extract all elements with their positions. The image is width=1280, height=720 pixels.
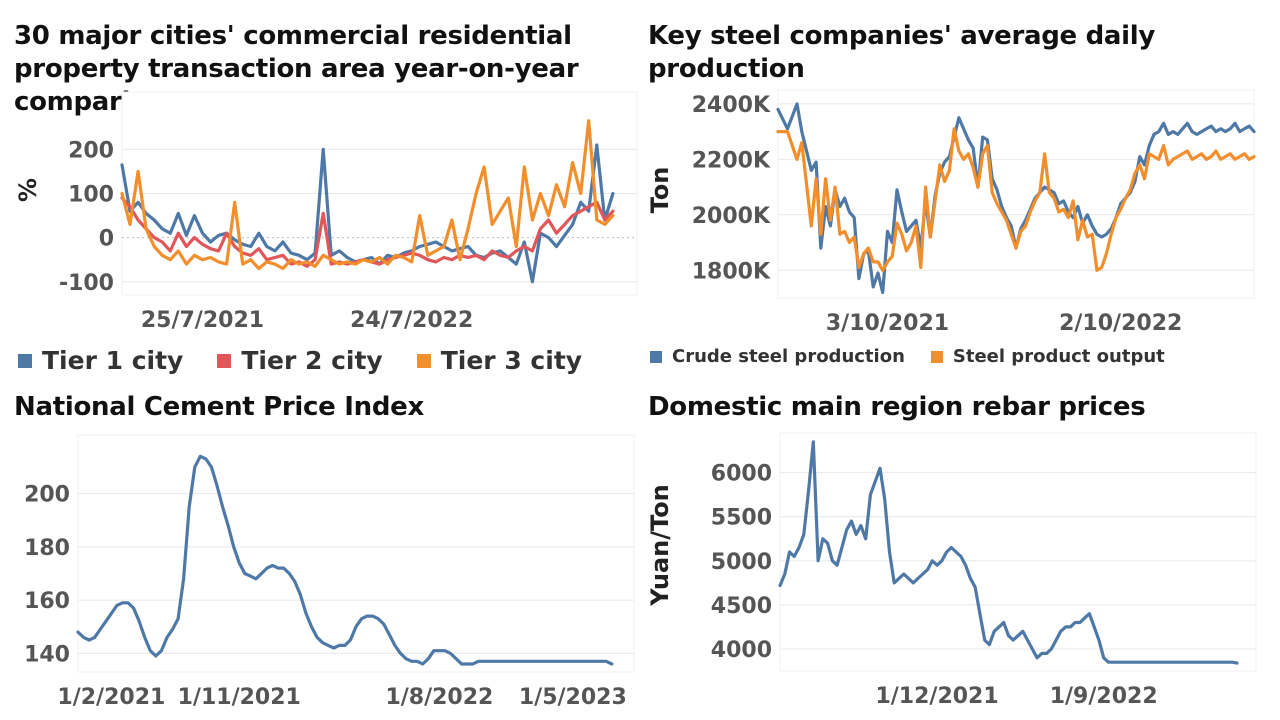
chart-title-steel: Key steel companies' average daily produ… <box>648 21 1156 84</box>
series-line-steel-product-output <box>776 127 1256 272</box>
legend-swatch-crude <box>650 350 662 363</box>
legend-swatch-tier1 <box>18 353 32 368</box>
y-tick-label: 0 <box>99 227 114 252</box>
x-tick-label: 1/8/2022 <box>385 685 493 710</box>
legend-swatch-tier3 <box>416 353 431 368</box>
panel-steel: Key steel companies' average daily produ… <box>640 0 1280 385</box>
series-line-index <box>76 454 614 666</box>
legend-swatch-tier2 <box>217 353 232 368</box>
y-tick-label: -100 <box>59 271 114 296</box>
y-tick-label: 1800K <box>692 259 771 284</box>
y-tick-label: 180 <box>24 536 70 561</box>
panel-cement: National Cement Price Index 200 180 160 140… <box>0 385 640 720</box>
y-tick-label: 2400K <box>692 93 771 118</box>
y-axis-label: Yuan/Ton <box>646 484 674 607</box>
legend-label-crude: Crude steel production <box>672 346 905 367</box>
panel-property: 30 major cities' commercial residential … <box>0 0 640 385</box>
y-tick-label: 5000 <box>711 550 772 575</box>
legend-item-tier3[interactable]: Tier 3 city <box>416 346 583 375</box>
chart-title-property: 30 major cities' commercial residential … <box>14 21 579 117</box>
chart-steel: 2400K 2200K 2000K 1800K 3/10/2021 2/10/2022 To… <box>646 89 1256 336</box>
y-tick-label: 4000 <box>711 638 772 663</box>
x-tick-label: 1/11/2021 <box>178 685 301 710</box>
y-tick-label: 2000K <box>692 204 771 229</box>
series-line-index <box>778 440 1239 665</box>
y-tick-label: 100 <box>68 183 114 208</box>
legend-label-tier1: Tier 1 city <box>42 346 184 375</box>
series-line-tier-3-city <box>120 119 615 271</box>
y-tick-label: 5500 <box>711 506 772 531</box>
chart-title-rebar: Domestic main region rebar prices <box>648 392 1146 422</box>
x-tick-label: 1/12/2021 <box>875 684 998 709</box>
series-line-tier-1-city <box>120 143 615 284</box>
y-tick-label: 2200K <box>692 148 771 173</box>
x-tick-label: 1/2/2021 <box>57 685 165 710</box>
legend-label-tier2: Tier 2 city <box>241 346 383 375</box>
x-tick-label: 1/9/2022 <box>1050 684 1158 709</box>
x-tick-label: 3/10/2021 <box>826 311 949 336</box>
legend-item-tier1[interactable]: Tier 1 city <box>18 346 183 375</box>
x-tick-label: 24/7/2022 <box>350 308 473 333</box>
chart-title-cement: National Cement Price Index <box>14 392 424 422</box>
y-axis-label: Ton <box>646 167 674 214</box>
x-tick-label: 2/10/2022 <box>1059 311 1182 336</box>
y-tick-label: 140 <box>24 642 70 667</box>
plot-area <box>777 89 1255 299</box>
legend-property: Tier 1 city Tier 2 city Tier 3 city <box>18 346 616 375</box>
panel-rebar: Domestic main region rebar prices 6000 55… <box>640 385 1280 720</box>
legend-item-crude[interactable]: Crude steel production <box>650 346 905 367</box>
legend-item-tier2[interactable]: Tier 2 city <box>217 346 383 375</box>
x-tick-label: 1/5/2023 <box>519 685 627 710</box>
legend-swatch-product <box>930 350 943 363</box>
plot-area <box>77 434 635 673</box>
y-tick-label: 200 <box>24 483 70 508</box>
y-tick-label: 160 <box>24 589 70 614</box>
legend-label-tier3: Tier 3 city <box>440 346 583 375</box>
legend-item-product[interactable]: Steel product output <box>930 346 1165 367</box>
y-axis-label: % <box>14 178 42 202</box>
series-line-crude-steel-production <box>776 102 1256 295</box>
y-tick-label: 4500 <box>711 594 772 619</box>
legend-label-product: Steel product output <box>952 346 1165 367</box>
chart-cement: 200 180 160 140 1/2/2021 1/11/2021 1/8/2022 1/5… <box>24 434 635 710</box>
legend-steel: Crude steel production Steel product out… <box>650 346 1199 367</box>
chart-property: 200 100 0 -100 25/7/2021 24/7/2022% <box>14 91 638 333</box>
x-tick-label: 25/7/2021 <box>141 308 264 333</box>
y-tick-label: 6000 <box>711 462 772 487</box>
chart-rebar: 6000 5500 5000 4500 4000 1/12/2021 1/9/2022 Yua… <box>646 432 1257 709</box>
y-tick-label: 200 <box>68 138 114 163</box>
